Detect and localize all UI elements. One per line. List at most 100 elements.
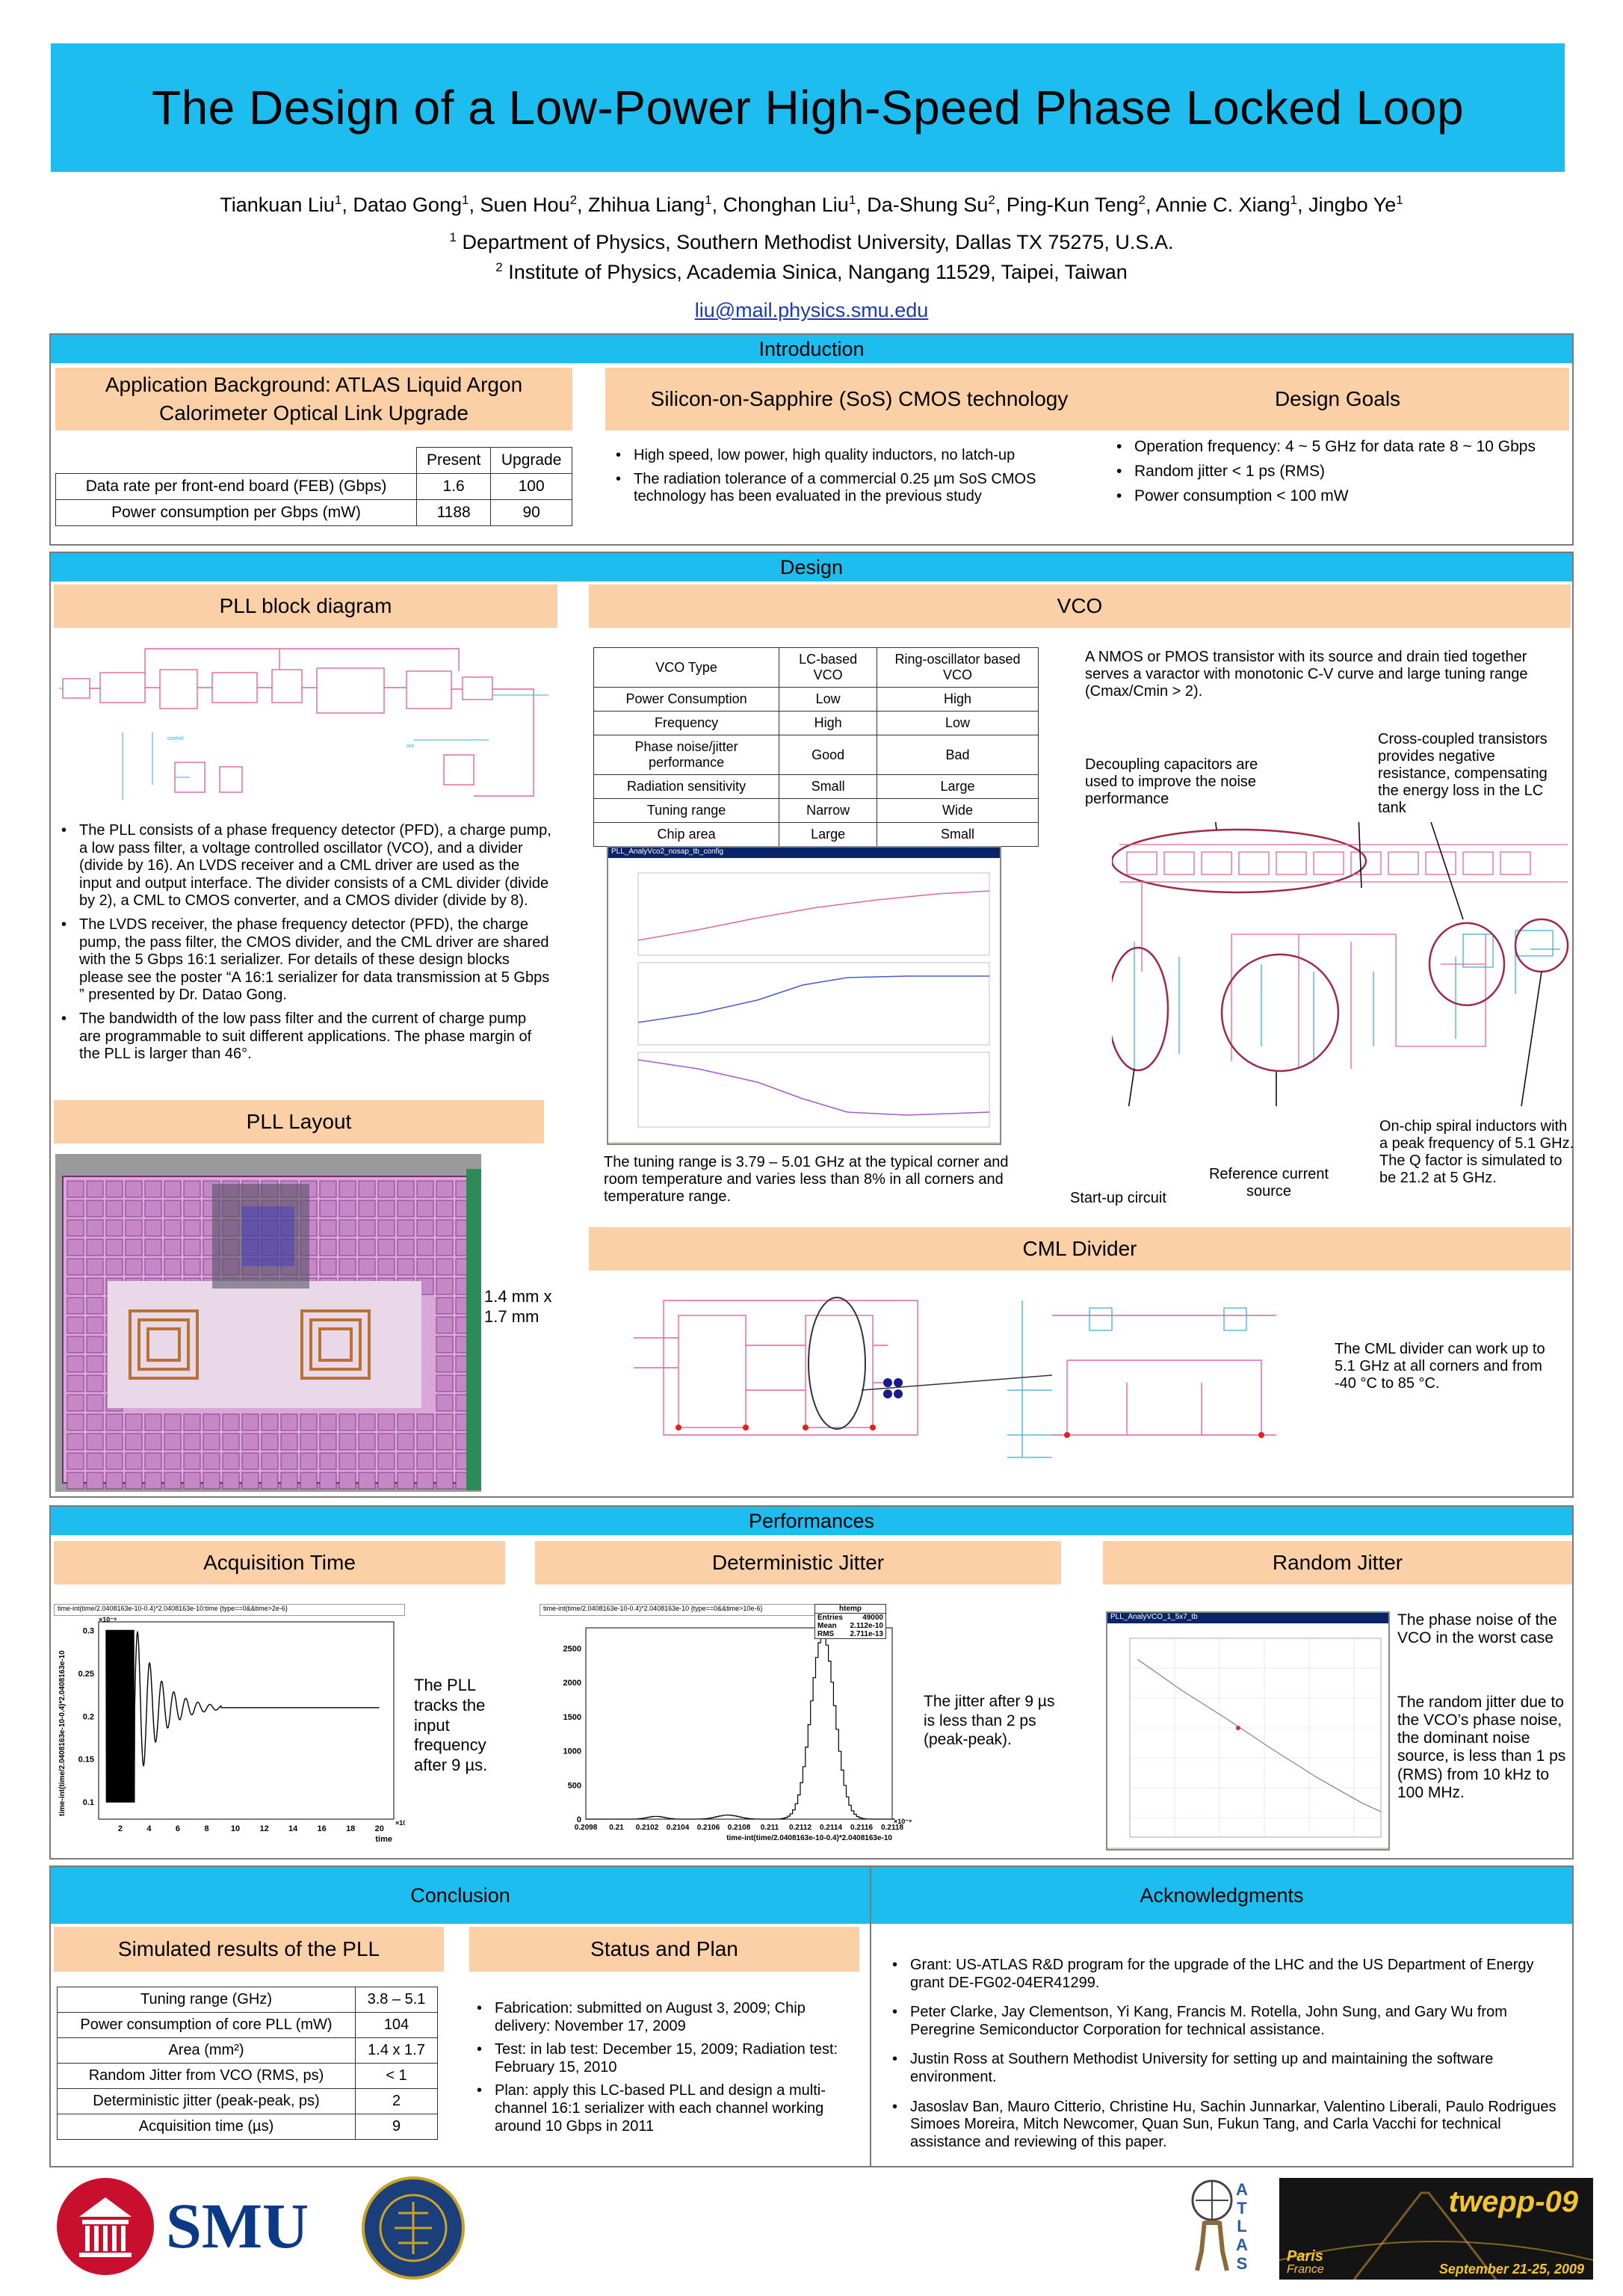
jitter-histogram xyxy=(586,1635,895,1820)
layout-pad xyxy=(397,1433,415,1451)
list-item: Plan: apply this LC-based PLL and design… xyxy=(474,2082,862,2135)
layout-pad xyxy=(222,1452,240,1470)
table-cell: Frequency xyxy=(593,711,780,735)
author-name: Chonghan Liu xyxy=(723,194,849,216)
y-axis-label: time-int(time/2.0408163e-10-0.4)*2.04081… xyxy=(58,1650,67,1816)
list-item: Power consumption < 100 mW xyxy=(1113,487,1569,506)
layout-pad xyxy=(105,1433,123,1451)
tick-label: 0.2118 xyxy=(881,1824,903,1832)
layout-pad xyxy=(67,1355,84,1373)
det-jitter-note: The jitter after 9 µs is less than 2 ps … xyxy=(924,1693,1055,1749)
tick-label: 14 xyxy=(288,1824,298,1833)
layout-pad xyxy=(338,1200,356,1218)
twepp-wordmark: twepp-09 xyxy=(1448,2185,1578,2218)
table-row: Deterministic jitter (peak-peak, ps) 2 xyxy=(57,2088,438,2114)
layout-pad xyxy=(67,1277,84,1295)
layout-pad xyxy=(397,1180,415,1198)
layout-pad xyxy=(86,1316,104,1334)
svg-text:control: control xyxy=(167,736,183,741)
phase-noise-plot-window: PLL_AnalyVCO_1_5x7_tb xyxy=(1106,1611,1390,1851)
layout-pad xyxy=(338,1413,356,1431)
layout-pad xyxy=(436,1452,454,1470)
table-cell: Power consumption per Gbps (mW) xyxy=(55,499,418,526)
pll-layout-header: PLL Layout xyxy=(54,1100,544,1144)
table-header-cell: VCO Type xyxy=(593,647,780,688)
acquisition-chart: 2 4 6 8 10 12 14 16 18 20 0.1 0.15 0.2 0.25 0.3 time tim… xyxy=(58,1616,413,1844)
stats-label: Entries xyxy=(817,1614,843,1622)
layout-pad xyxy=(164,1238,182,1256)
vco-note-decoupling: Decoupling capacitors are used to improv… xyxy=(1085,756,1258,807)
tick-label: 0.15 xyxy=(78,1756,94,1765)
layout-pad xyxy=(358,1433,376,1451)
layout-pad xyxy=(416,1472,434,1490)
conclusion-header: Conclusion xyxy=(51,1867,870,1924)
layout-pad xyxy=(183,1433,201,1451)
layout-pad xyxy=(300,1472,318,1490)
author-affiliation-number: 1 xyxy=(848,193,856,207)
stats-label: Mean xyxy=(817,1622,837,1630)
cml-divider-schematic xyxy=(604,1286,1321,1487)
atlas-wordmark: ATLAS xyxy=(1236,2180,1248,2273)
layout-pad xyxy=(67,1200,84,1218)
layout-pad xyxy=(203,1433,220,1451)
table-row: Acquisition time (µs) 9 xyxy=(57,2114,438,2140)
twepp-banner-logo: twepp-09 Paris France September 21-25, 2… xyxy=(1279,2178,1593,2280)
table-cell: Large xyxy=(779,822,878,847)
axis-exponent: ×10⁻⁹ xyxy=(894,1818,912,1825)
det-jitter-chart: 0.2098 0.21 0.2102 0.2104 0.2106 0.2108 0.211 0… xyxy=(563,1627,912,1842)
tick-label: 0.211 xyxy=(761,1824,779,1832)
table-cell: Low xyxy=(877,711,1039,735)
layout-pad xyxy=(261,1433,279,1451)
tick-label: 0.2 xyxy=(83,1712,94,1721)
tick-label: 16 xyxy=(318,1824,327,1833)
tick-label: 1500 xyxy=(563,1713,581,1722)
tick-label: 0.2112 xyxy=(789,1824,812,1832)
table-cell: Chip area xyxy=(593,822,780,847)
layout-pad xyxy=(358,1200,376,1218)
author-name: Annie C. Xiang xyxy=(1155,194,1290,216)
layout-pad xyxy=(377,1472,395,1490)
layout-pad xyxy=(67,1374,84,1392)
table-cell: 1.6 xyxy=(416,473,492,500)
layout-pad xyxy=(300,1433,318,1451)
layout-pad xyxy=(280,1433,298,1451)
det-jitter-plot: time-int(time/2.0408163e-10-0.4)*2.04081… xyxy=(540,1604,913,1851)
layout-pad xyxy=(436,1297,454,1315)
tick-label: 0.2102 xyxy=(636,1824,659,1832)
design-goals-header: Design Goals xyxy=(1106,368,1569,430)
vco-tuning-caption: The tuning range is 3.79 – 5.01 GHz at t… xyxy=(604,1154,1009,1205)
layout-pad xyxy=(125,1452,143,1470)
tick-label: 1000 xyxy=(563,1747,581,1756)
layout-pad xyxy=(105,1219,123,1237)
stats-value: 2.711e-13 xyxy=(850,1630,884,1638)
layout-pad xyxy=(203,1452,220,1470)
table-header-cell: Present xyxy=(416,447,492,474)
simulated-results-table-wrap: Tuning range (GHz) 3.8 – 5.1 Power consump… xyxy=(57,1987,438,2140)
layout-size-line: 1.4 mm x xyxy=(484,1287,552,1306)
layout-pad xyxy=(86,1433,104,1451)
acknowledgments-panel: Acknowledgments Grant: US-ATLAS R&D prog… xyxy=(870,1866,1574,2167)
layout-pad xyxy=(358,1219,376,1237)
list-item: Justin Ross at Southern Methodist Univer… xyxy=(889,2051,1562,2086)
layout-pad xyxy=(105,1413,123,1431)
sos-bullets: High speed, low power, high quality indu… xyxy=(613,447,1098,512)
layout-pad xyxy=(319,1219,337,1237)
table-cell: Bad xyxy=(877,735,1039,775)
layout-pad xyxy=(358,1180,376,1198)
vco-note-startup: Start-up circuit xyxy=(1070,1190,1166,1206)
list-item: Jasoslav Ban, Mauro Citterio, Christine … xyxy=(889,2099,1562,2152)
layout-pad xyxy=(397,1413,415,1431)
layout-pad xyxy=(300,1413,318,1431)
table-cell: Random Jitter from VCO (RMS, ps) xyxy=(57,2063,356,2089)
table-cell: 9 xyxy=(355,2114,438,2140)
layout-pad xyxy=(164,1180,182,1198)
layout-pad xyxy=(67,1316,84,1334)
plot-frame xyxy=(585,1627,893,1820)
layout-pad xyxy=(397,1200,415,1218)
pll-block-diagram: control out xyxy=(55,635,563,822)
table-row: Phase noise/jitter performance Good Bad xyxy=(593,735,1039,775)
layout-pad xyxy=(125,1219,143,1237)
tick-label: 0.2114 xyxy=(820,1824,842,1832)
contact-email-link[interactable]: liu@mail.physics.smu.edu xyxy=(694,299,929,321)
layout-pad xyxy=(105,1238,123,1256)
